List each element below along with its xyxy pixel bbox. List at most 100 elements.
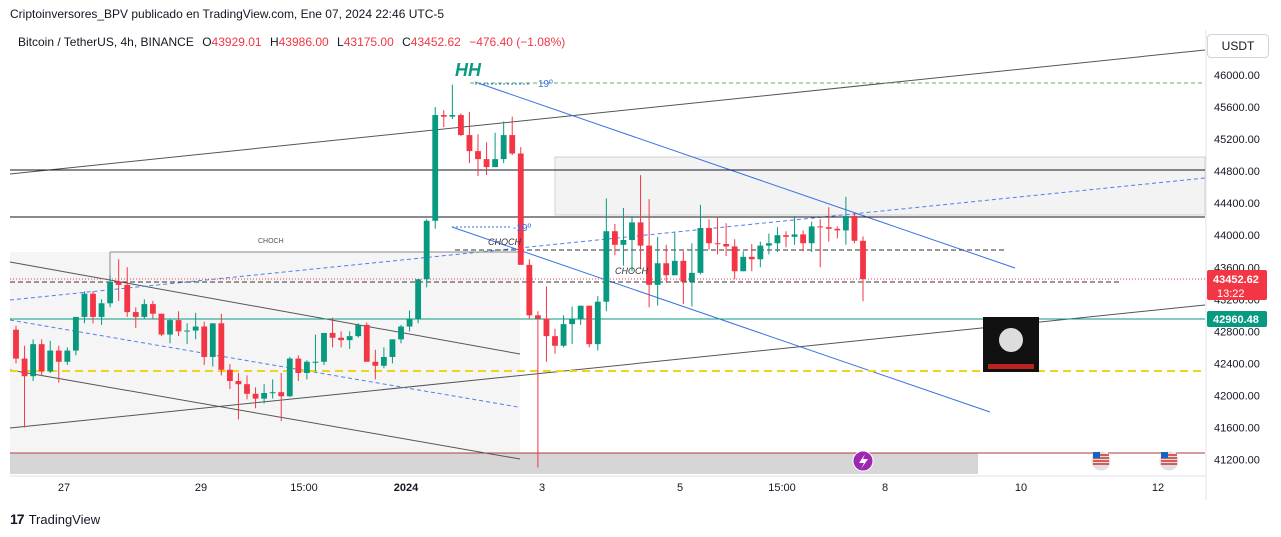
candle-body [149, 304, 156, 314]
logo-banner [988, 364, 1034, 369]
choch-label-1: CHOCH [258, 238, 284, 245]
candle-body [286, 358, 293, 397]
time-tick-label: 3 [539, 482, 545, 494]
candle-body [577, 305, 584, 319]
candle-body [560, 324, 567, 346]
candle-body [21, 358, 28, 377]
flag-canton [1093, 452, 1100, 458]
candle-body [629, 222, 635, 241]
candle-body [620, 240, 627, 245]
candle-body [13, 329, 19, 359]
candle-body [860, 240, 866, 280]
candle-body [115, 281, 122, 285]
candle-body [817, 226, 824, 228]
candle-body [663, 263, 670, 276]
candle-body [81, 293, 88, 317]
candle-body [740, 256, 747, 272]
candle-body [72, 316, 79, 351]
drawing-background [10, 156, 1206, 474]
candle-body [449, 115, 456, 117]
candle-body [415, 279, 422, 319]
price-tick-label: 42000.00 [1214, 390, 1260, 402]
time-tick-label: 15:00 [290, 482, 318, 494]
close-label: C [402, 35, 411, 49]
candle-body [372, 361, 379, 366]
currency-button[interactable]: USDT [1207, 34, 1269, 58]
time-tick-label: 2024 [394, 482, 419, 494]
candle-body [47, 350, 54, 372]
candle-body [842, 215, 849, 231]
chart-drawings [9, 49, 1206, 460]
angle-label-lower: -19º [513, 223, 531, 234]
demand-zone-box [10, 252, 520, 452]
candle-body [440, 115, 447, 117]
candle-body [218, 323, 225, 370]
candle-body [235, 380, 242, 385]
candle-body [594, 301, 601, 345]
time-tick-label: 29 [195, 482, 207, 494]
candle-body [321, 332, 327, 362]
candlestick-series [13, 84, 866, 468]
down-channel-lower [9, 369, 521, 460]
chart-overlays: HH 19º -19º CHOCH CHOCH CHOCH [258, 60, 1180, 472]
candle-body [800, 234, 807, 244]
candle-body [389, 339, 396, 357]
candle-body [406, 318, 413, 327]
candle-body [38, 344, 45, 372]
candle-body [534, 315, 541, 319]
last-price-label: 43452.62 [1213, 274, 1259, 286]
candle-body [586, 305, 593, 345]
candle-body [552, 336, 558, 346]
price-tick-label: 41200.00 [1214, 455, 1260, 467]
candle-body [363, 324, 370, 362]
high-value: 43986.00 [278, 35, 329, 49]
low-value: 43175.00 [343, 35, 394, 49]
candle-body [30, 344, 37, 377]
candle-body [55, 350, 62, 362]
supply-zone-box [554, 156, 1206, 216]
down-channel-mid [9, 319, 519, 408]
candle-body [774, 235, 781, 244]
price-tick-label: 44400.00 [1214, 198, 1260, 210]
choch-label-3: CHOCH [615, 266, 648, 276]
low-label: L [337, 35, 344, 49]
candle-body [697, 227, 704, 273]
candle-body [483, 159, 490, 168]
close-value: 43452.62 [410, 35, 461, 49]
brand-label: TradingView [28, 511, 101, 527]
candle-body [380, 356, 387, 366]
candle-body [226, 369, 233, 381]
open-label: O [202, 35, 212, 49]
lightning-icon [859, 454, 868, 469]
candle-body [167, 320, 173, 335]
price-tick-label: 45600.00 [1214, 102, 1260, 114]
tradingview-logo-icon: 17 [10, 511, 25, 527]
candle-body [791, 234, 798, 237]
candle-body [851, 215, 858, 241]
candle-body [64, 350, 71, 362]
candle-body [244, 384, 250, 394]
candle-body [141, 304, 148, 317]
down-channel-upper [9, 261, 521, 355]
tradingview-footer: 17 TradingView [10, 511, 100, 527]
candle-body [338, 337, 345, 341]
candle-body [748, 256, 755, 260]
flag-canton [1161, 452, 1168, 458]
candle-body [706, 227, 712, 244]
candle-body [329, 332, 336, 338]
candle-body [475, 151, 481, 160]
candle-body [671, 260, 678, 276]
candle-body [783, 235, 789, 237]
candle-body [654, 263, 661, 285]
candle-body [184, 330, 191, 332]
marked-level-label: 42960.48 [1213, 314, 1259, 326]
price-tick-label: 44000.00 [1214, 230, 1260, 242]
time-tick-label: 10 [1015, 482, 1027, 494]
symbol-legend: Bitcoin / TetherUS, 4h, BINANCE O43929.0… [18, 35, 565, 49]
candle-body [252, 393, 259, 399]
candle-body [466, 135, 473, 152]
price-tick-label: 41600.00 [1214, 422, 1260, 434]
price-tick-label: 46000.00 [1214, 70, 1260, 82]
price-tick-label: 42400.00 [1214, 358, 1260, 370]
